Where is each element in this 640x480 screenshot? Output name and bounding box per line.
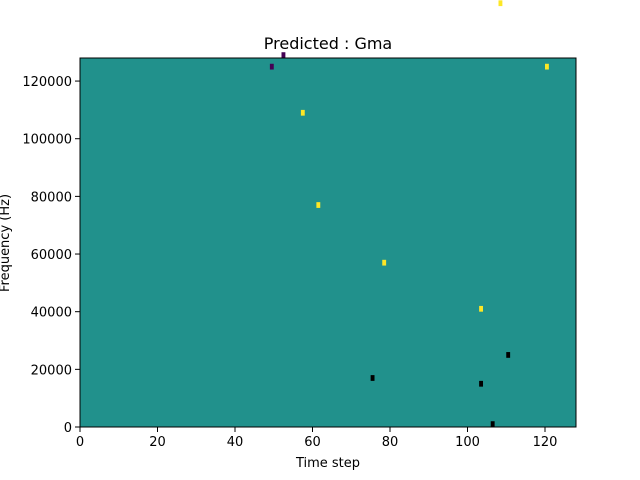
y-axis: 0 20000 40000 60000 80000 100000 120000 [22,75,80,436]
heatmap-cell [490,421,495,427]
heatmap-cell [281,52,286,58]
y-tick-label: 100000 [22,133,72,148]
y-tick-label: 40000 [31,306,72,321]
heatmap-cell [479,305,484,312]
y-tick-label: 80000 [31,190,72,205]
heatmap-cell [370,375,375,381]
y-tick-label: 0 [64,421,72,436]
heatmap-cells [269,0,549,427]
x-axis: 0 20 40 60 80 100 120 [76,427,558,450]
plot-background [80,58,576,427]
y-tick-label: 120000 [22,75,72,90]
heatmap-cell [479,380,484,387]
x-tick-label: 100 [455,435,480,450]
y-tick-label: 20000 [31,363,72,378]
plot-area [79,0,577,428]
y-axis-label: Frequency (Hz) [0,194,13,292]
chart-title: Predicted : Gma [264,34,392,53]
heatmap-cell [300,109,305,116]
y-tick-label: 60000 [31,248,72,263]
heatmap-cell [498,0,503,7]
plot-frame [79,57,577,428]
x-axis-label: Time step [295,456,360,471]
x-tick-label: 40 [227,435,244,450]
x-tick-label: 120 [533,435,558,450]
heatmap-cell [269,63,274,70]
x-tick-label: 20 [149,435,166,450]
x-tick-label: 0 [76,435,84,450]
heatmap-cell [382,259,387,266]
x-tick-label: 60 [304,435,321,450]
heatmap-cell [506,352,511,358]
x-tick-label: 80 [382,435,399,450]
heatmap-cell [316,202,321,208]
heatmap-cell [545,63,549,70]
